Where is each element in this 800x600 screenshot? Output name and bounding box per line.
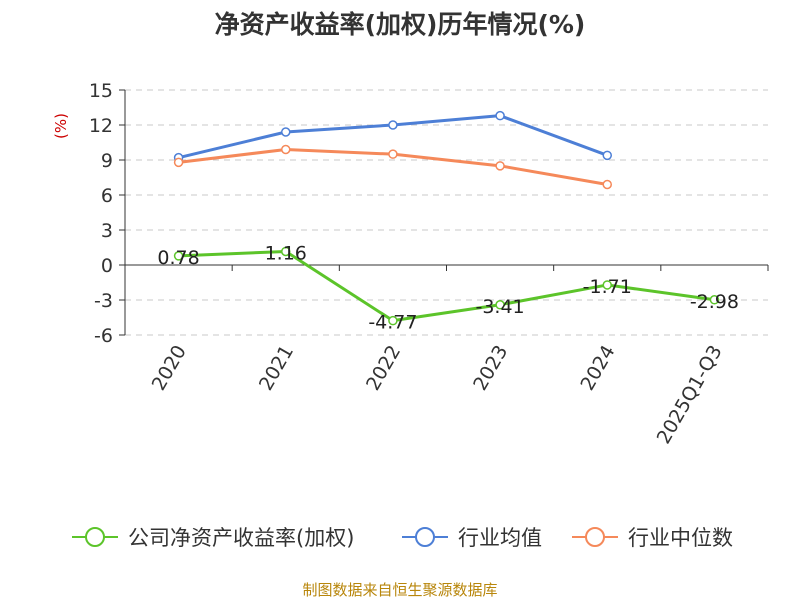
x-tick-label: 2022 [362,342,405,395]
data-label: 1.16 [265,242,307,264]
data-point [602,280,612,290]
data-point [388,120,398,130]
legend-item[interactable]: 行业中位数 [572,526,733,550]
y-tick-label: 3 [101,220,113,242]
data-point [602,179,612,190]
y-tick-label: 15 [89,80,113,102]
legend-label: 公司净资产收益率(加权) [128,526,354,550]
y-tick-label: -6 [94,325,113,347]
data-point [602,150,612,161]
y-tick-label: 0 [101,255,113,277]
legend-label: 行业中位数 [628,526,733,550]
x-tick-label: 2021 [255,342,298,395]
x-tick-label: 2024 [576,342,619,395]
y-tick-label: -3 [94,290,113,312]
data-label: 0.78 [157,247,199,269]
x-tick-label: 2020 [148,342,191,395]
legend-item[interactable]: 公司净资产收益率(加权) [72,526,354,550]
data-point [281,127,291,137]
data-point [709,295,720,305]
data-point [495,161,505,171]
legend-item[interactable]: 行业均值 [402,526,542,550]
data-point [495,300,505,310]
y-tick-label: 12 [89,115,113,137]
data-label: -3.41 [475,296,524,318]
legend-marker [585,527,605,547]
legend-marker [85,527,105,547]
data-labels: 0.78 1.16 -4.77 -3.41 -1.71 -2.98 [157,242,739,333]
source-note: 制图数据来自恒生聚源数据库 [302,581,497,599]
data-point [173,157,184,168]
data-label: -1.71 [583,276,632,298]
legend: 公司净资产收益率(加权) 行业均值 行业中位数 [72,526,733,550]
axes [119,89,769,336]
data-point [388,149,398,159]
x-tick-labels: 2020 2021 2022 2023 2024 2025Q1-Q3 [148,342,727,448]
data-label: -2.98 [690,291,739,313]
legend-label: 行业均值 [458,526,542,550]
y-tick-label: 9 [101,150,113,172]
series-line-0 [178,249,715,323]
y-tick-label: 6 [101,185,113,207]
data-point [388,315,398,326]
data-point [281,144,291,155]
data-point [281,246,291,257]
data-label: -4.77 [368,312,417,334]
legend-marker [415,527,435,547]
grid-lines [125,89,768,336]
series-lines [173,110,720,326]
data-point [495,110,505,121]
chart-title: 净资产收益率(加权)历年情况(%) [215,10,586,39]
y-tick-labels: 15 12 9 6 3 0 -3 -6 [89,80,113,347]
x-tick-label: 2023 [469,342,512,395]
data-point [173,251,184,261]
y-axis-unit: (%) [52,113,70,139]
x-tick-label: 2025Q1-Q3 [653,342,727,448]
